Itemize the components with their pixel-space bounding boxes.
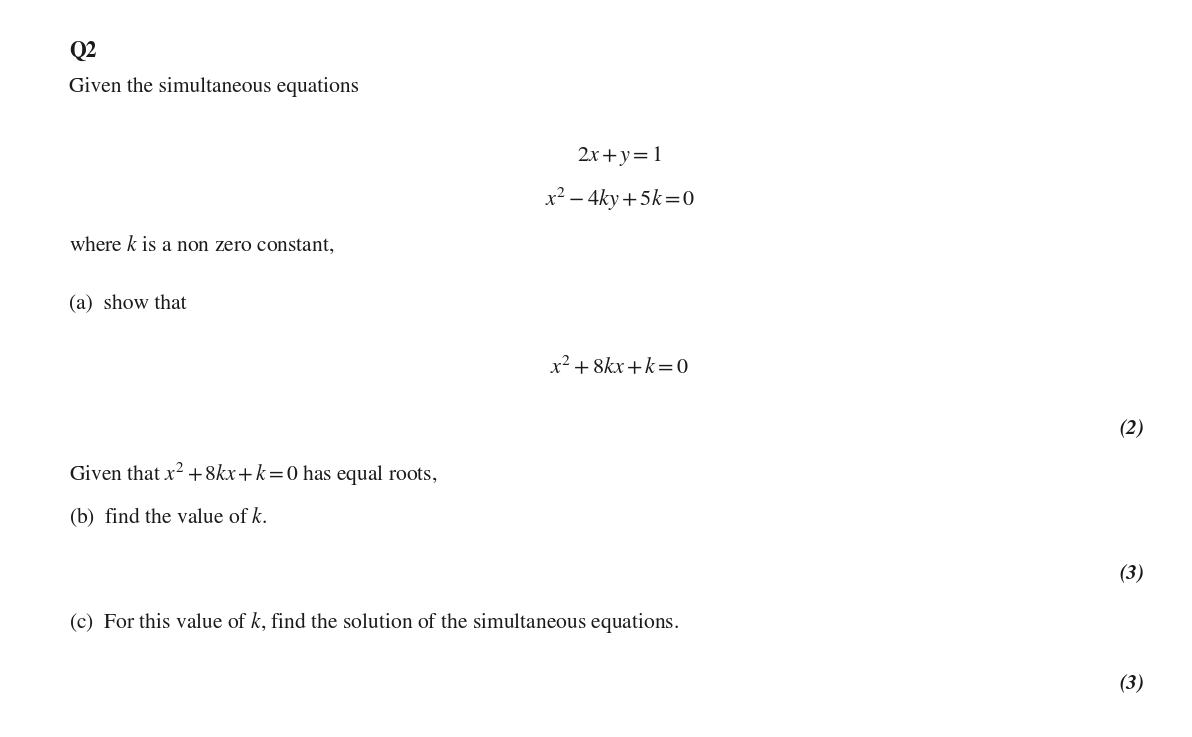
Text: Q2: Q2 [69, 41, 97, 61]
Text: $x^{2} + 8kx + k = 0$: $x^{2} + 8kx + k = 0$ [551, 355, 689, 378]
Text: $x^{2} - 4ky + 5k = 0$: $x^{2} - 4ky + 5k = 0$ [545, 186, 695, 213]
Text: where $k$ is a non zero constant,: where $k$ is a non zero constant, [69, 234, 335, 256]
Text: $2x + y = 1$: $2x + y = 1$ [577, 144, 663, 168]
Text: (c)  For this value of $k$, find the solution of the simultaneous equations.: (c) For this value of $k$, find the solu… [69, 610, 679, 635]
Text: Given that $x^{2} + 8kx + k = 0$ has equal roots,: Given that $x^{2} + 8kx + k = 0$ has equ… [69, 461, 437, 488]
Text: Given the simultaneous equations: Given the simultaneous equations [69, 77, 359, 97]
Text: (a)  show that: (a) show that [69, 295, 187, 315]
Text: (3): (3) [1119, 564, 1144, 583]
Text: (3): (3) [1119, 674, 1144, 694]
Text: (2): (2) [1119, 419, 1144, 438]
Text: (b)  find the value of $k$.: (b) find the value of $k$. [69, 505, 267, 528]
